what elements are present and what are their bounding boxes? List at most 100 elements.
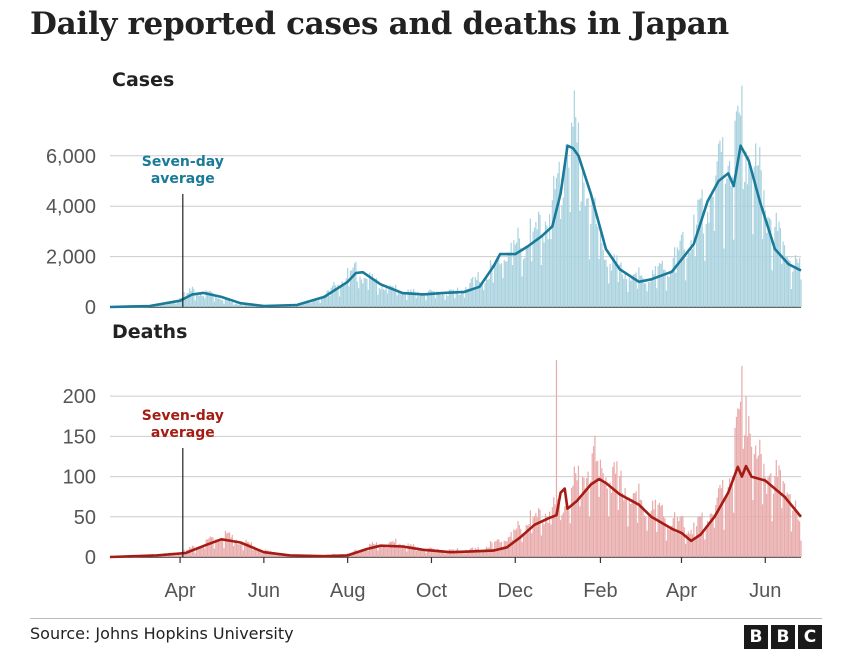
- cases-daily-bar: [204, 298, 206, 307]
- cases-daily-bar: [643, 283, 645, 307]
- cases-daily-bar: [667, 275, 669, 307]
- deaths-daily-bar: [711, 513, 713, 557]
- cases-daily-bar: [711, 193, 713, 307]
- cases-daily-bar: [616, 255, 618, 307]
- deaths-daily-bar: [741, 365, 743, 557]
- cases-daily-bar: [178, 300, 180, 307]
- deaths-daily-bar: [738, 409, 740, 557]
- deaths-daily-bar: [209, 536, 211, 557]
- cases-daily-bar: [179, 297, 181, 307]
- x-tick-label: Apr: [164, 580, 195, 602]
- deaths-daily-bar: [363, 548, 365, 557]
- deaths-daily-bar: [389, 541, 391, 557]
- deaths-daily-bar: [652, 500, 654, 557]
- deaths-daily-bar: [532, 517, 534, 557]
- cases-daily-bar: [336, 288, 338, 307]
- deaths-daily-bar: [750, 446, 753, 557]
- deaths-daily-bar: [708, 524, 710, 557]
- cases-daily-bar: [742, 189, 744, 307]
- deaths-daily-bar: [540, 535, 542, 557]
- deaths-daily-bar: [713, 527, 716, 557]
- cases-daily-bar: [774, 226, 776, 307]
- cases-daily-bar: [535, 221, 537, 307]
- cases-daily-bar: [312, 300, 314, 307]
- cases-daily-bar: [799, 257, 801, 307]
- deaths-daily-bar: [722, 479, 724, 557]
- cases-daily-bar: [599, 233, 602, 307]
- cases-daily-bar: [542, 235, 544, 307]
- cases-daily-bar: [612, 256, 614, 307]
- cases-daily-bar: [419, 293, 422, 307]
- deaths-daily-bar: [753, 453, 755, 557]
- deaths-daily-bar: [612, 466, 614, 557]
- deaths-daily-bar: [744, 435, 746, 557]
- cases-daily-bar: [608, 283, 610, 307]
- deaths-daily-bar: [276, 553, 279, 557]
- deaths-daily-bar: [779, 470, 781, 557]
- deaths-daily-bar: [638, 483, 640, 557]
- deaths-daily-bar: [774, 475, 776, 557]
- deaths-daily-bar: [414, 546, 416, 557]
- deaths-daily-bar: [529, 510, 531, 557]
- deaths-daily-bar: [663, 516, 665, 557]
- cases-daily-bar: [371, 273, 373, 307]
- cases-daily-bar: [201, 295, 203, 307]
- cases-daily-bar: [437, 291, 439, 307]
- cases-daily-bar: [496, 256, 498, 307]
- deaths-daily-bar: [514, 530, 516, 557]
- cases-daily-bar: [176, 299, 178, 307]
- deaths-daily-bar: [246, 541, 248, 557]
- deaths-daily-bar: [746, 436, 749, 557]
- cases-daily-bar: [418, 296, 420, 307]
- cases-daily-bar: [429, 289, 431, 307]
- deaths-daily-bar: [546, 515, 548, 557]
- deaths-daily-bar: [568, 510, 570, 557]
- deaths-daily-bar: [527, 525, 529, 557]
- cases-daily-bar: [771, 270, 773, 307]
- cases-daily-bar: [623, 278, 625, 307]
- deaths-daily-bar: [518, 525, 520, 557]
- cases-daily-bar: [775, 212, 777, 307]
- deaths-daily-bar: [249, 543, 251, 557]
- cases-daily-bar: [171, 302, 173, 307]
- cases-daily-bar: [749, 167, 751, 307]
- cases-daily-bar: [538, 211, 540, 307]
- deaths-daily-bar: [623, 500, 625, 557]
- cases-daily-bar: [345, 278, 347, 307]
- cases-daily-bar: [430, 290, 433, 307]
- cases-daily-bar: [576, 142, 578, 307]
- deaths-daily-bar: [790, 531, 792, 557]
- deaths-daily-bar: [669, 526, 672, 557]
- deaths-daily-bar: [239, 544, 242, 557]
- deaths-daily-bar: [763, 463, 765, 557]
- cases-daily-bar: [529, 218, 531, 307]
- cases-daily-bar: [447, 296, 449, 307]
- cases-daily-bars: [109, 85, 802, 308]
- cases-daily-bar: [704, 260, 706, 307]
- cases-daily-bar: [246, 304, 248, 307]
- deaths-daily-bar: [165, 555, 167, 557]
- cases-daily-bar: [224, 297, 226, 307]
- cases-daily-bar: [733, 239, 735, 307]
- deaths-daily-bar: [625, 499, 628, 557]
- cases-daily-bar: [362, 283, 364, 307]
- deaths-daily-bar: [566, 507, 569, 557]
- cases-daily-bar: [737, 105, 739, 307]
- deaths-daily-bar: [667, 527, 669, 557]
- cases-daily-bar: [237, 304, 239, 307]
- deaths-daily-bar: [443, 551, 445, 557]
- cases-daily-bar: [351, 270, 353, 307]
- deaths-daily-bar: [645, 516, 647, 557]
- deaths-daily-bar: [700, 515, 702, 557]
- cases-daily-bar: [248, 304, 250, 307]
- deaths-daily-bar: [597, 460, 599, 557]
- deaths-daily-bar: [220, 538, 222, 557]
- deaths-daily-bar: [576, 480, 578, 557]
- cases-daily-bar: [342, 285, 345, 307]
- deaths-daily-bar: [356, 552, 358, 557]
- deaths-daily-bar: [261, 553, 264, 557]
- deaths-daily-bar: [463, 553, 466, 557]
- deaths-daily-bar: [683, 527, 685, 557]
- deaths-daily-bar: [598, 496, 600, 557]
- cases-daily-bar: [314, 299, 316, 307]
